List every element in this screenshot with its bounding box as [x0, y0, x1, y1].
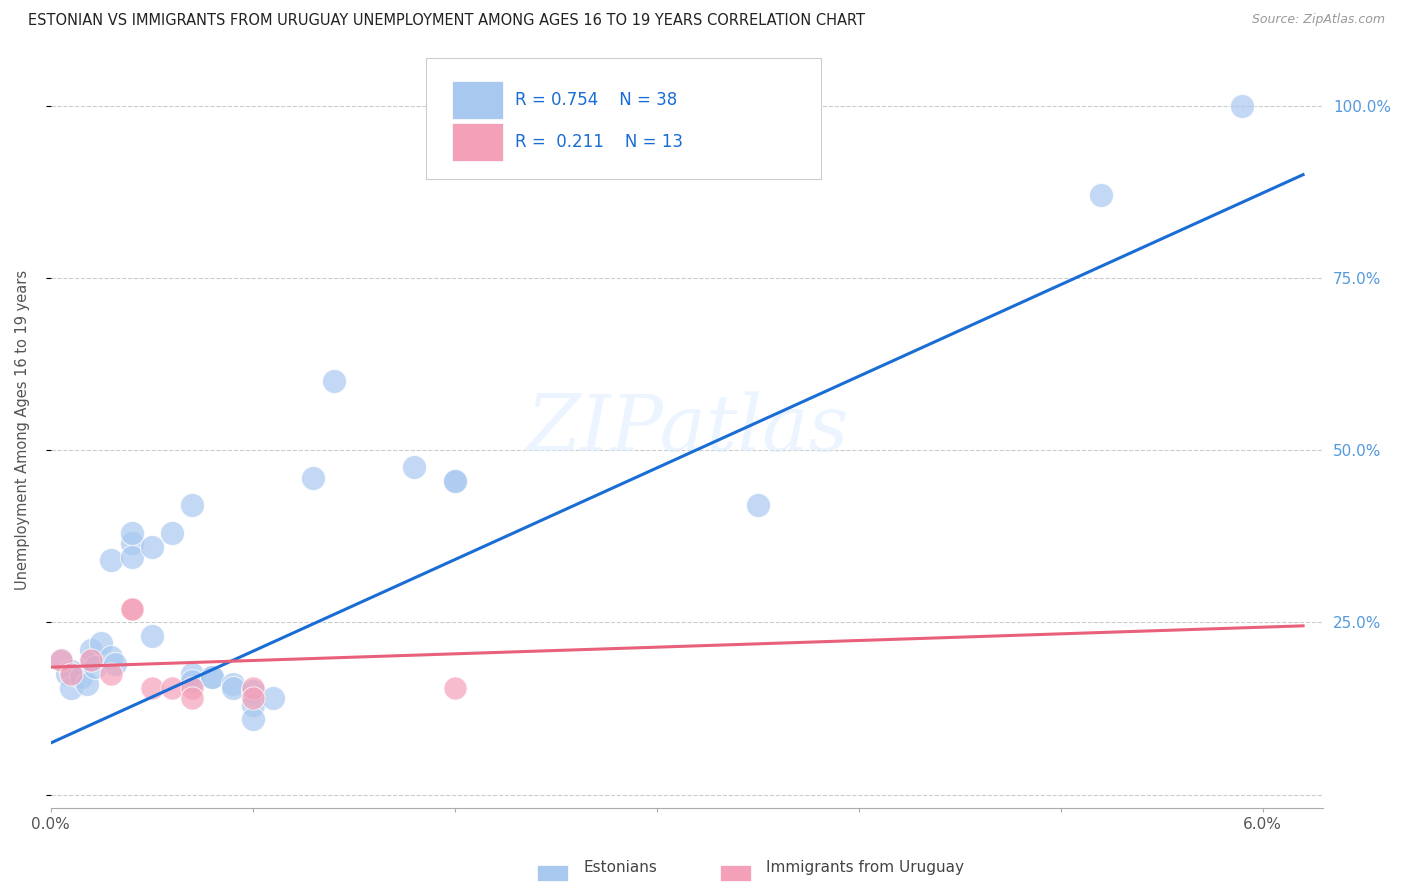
Point	[322, 374, 344, 388]
Point	[242, 681, 264, 695]
Point	[121, 525, 143, 540]
Point	[121, 601, 143, 615]
Point	[242, 691, 264, 706]
Point	[443, 681, 465, 695]
Point	[404, 460, 426, 475]
Point	[84, 660, 107, 674]
Point	[90, 636, 112, 650]
Text: R = 0.754    N = 38: R = 0.754 N = 38	[515, 91, 678, 109]
Point	[60, 664, 83, 678]
Point	[262, 691, 284, 706]
Point	[49, 653, 72, 667]
Point	[181, 673, 204, 688]
Point	[49, 653, 72, 667]
Point	[160, 525, 183, 540]
Point	[100, 667, 122, 681]
Point	[302, 471, 325, 485]
FancyBboxPatch shape	[426, 58, 821, 179]
Point	[60, 667, 83, 681]
Point	[201, 671, 224, 685]
Point	[121, 601, 143, 615]
Point	[80, 653, 103, 667]
Point	[1090, 188, 1112, 202]
Point	[141, 681, 163, 695]
Point	[181, 681, 204, 695]
Point	[242, 684, 264, 698]
Point	[221, 677, 243, 691]
Point	[56, 667, 79, 681]
Text: ZIPatlas: ZIPatlas	[526, 392, 848, 467]
Point	[181, 498, 204, 512]
Point	[100, 553, 122, 567]
Point	[121, 536, 143, 550]
Point	[443, 474, 465, 488]
Point	[121, 549, 143, 564]
Point	[201, 671, 224, 685]
Point	[181, 691, 204, 706]
Point	[1232, 99, 1254, 113]
Y-axis label: Unemployment Among Ages 16 to 19 years: Unemployment Among Ages 16 to 19 years	[15, 269, 30, 590]
Point	[141, 540, 163, 554]
FancyBboxPatch shape	[451, 81, 502, 119]
Point	[80, 643, 103, 657]
Point	[221, 681, 243, 695]
Text: Estonians: Estonians	[583, 861, 658, 875]
Point	[181, 667, 204, 681]
Point	[160, 681, 183, 695]
Point	[242, 698, 264, 712]
Text: Immigrants from Uruguay: Immigrants from Uruguay	[766, 861, 965, 875]
Point	[70, 671, 93, 685]
Point	[242, 712, 264, 726]
Point	[100, 649, 122, 664]
Text: Source: ZipAtlas.com: Source: ZipAtlas.com	[1251, 13, 1385, 27]
Point	[60, 681, 83, 695]
Point	[76, 677, 98, 691]
Text: ESTONIAN VS IMMIGRANTS FROM URUGUAY UNEMPLOYMENT AMONG AGES 16 TO 19 YEARS CORRE: ESTONIAN VS IMMIGRANTS FROM URUGUAY UNEM…	[28, 13, 865, 29]
Point	[747, 498, 769, 512]
Point	[104, 657, 127, 671]
Point	[80, 653, 103, 667]
Point	[141, 629, 163, 643]
Text: R =  0.211    N = 13: R = 0.211 N = 13	[515, 133, 683, 151]
FancyBboxPatch shape	[451, 123, 502, 161]
Point	[443, 474, 465, 488]
